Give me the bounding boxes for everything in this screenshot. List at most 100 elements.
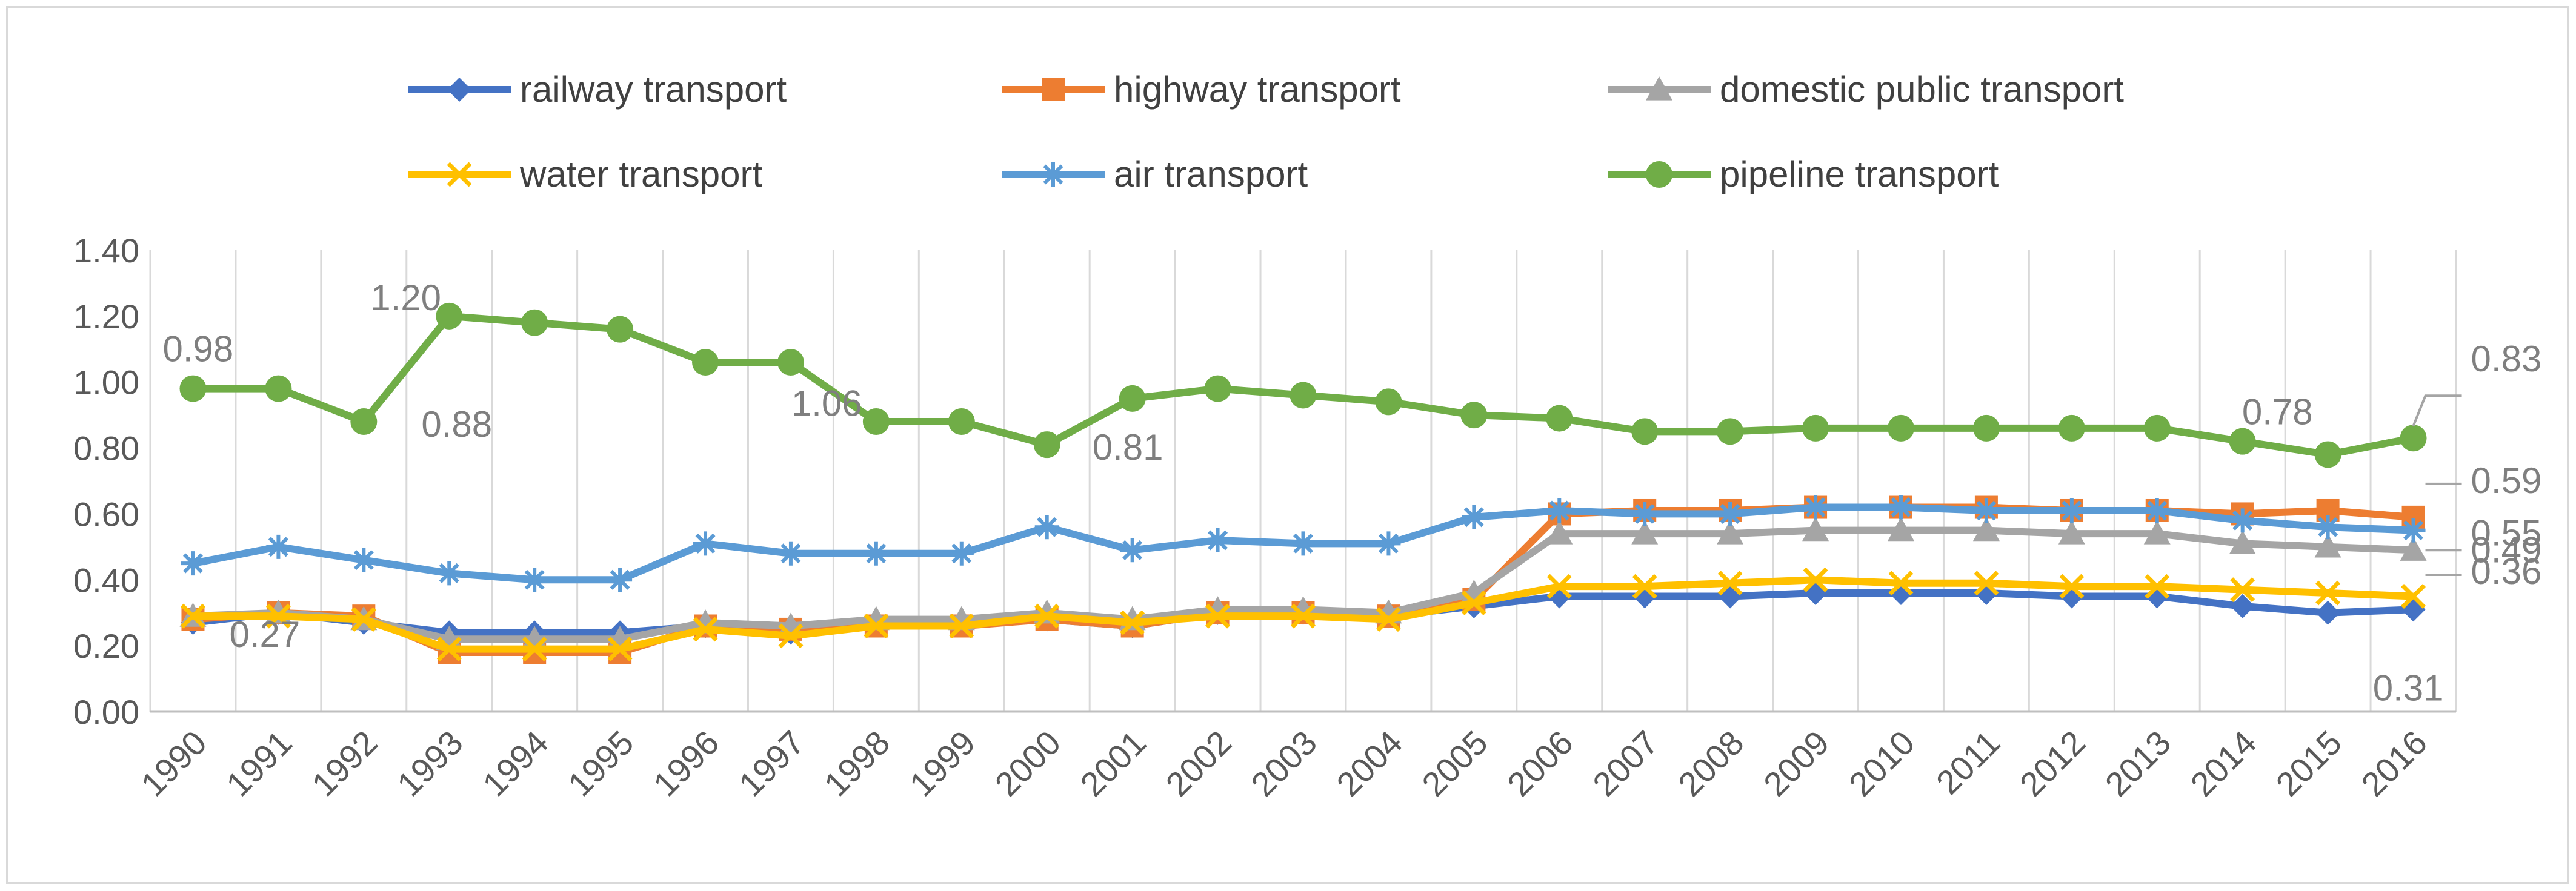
legend-label: air transport	[1114, 154, 1308, 194]
x-tick-label: 2012	[2012, 723, 2093, 804]
data-point-air-transport	[2230, 508, 2255, 533]
data-point-water-transport	[522, 637, 547, 662]
data-point-air-transport	[778, 541, 803, 566]
y-tick-label: 1.00	[73, 363, 139, 402]
legend-item-water-transport: water transport	[408, 154, 762, 194]
data-point-railway-transport	[2230, 594, 2255, 618]
x-tick-label: 1998	[817, 723, 897, 804]
legend-marker	[1646, 161, 1672, 188]
data-point-water-transport	[2230, 577, 2255, 603]
data-point-railway-transport	[1718, 584, 1743, 609]
data-point-domestic-public-transport	[1802, 517, 1829, 542]
data-point-water-transport	[1120, 610, 1145, 635]
data-point-water-transport	[436, 637, 462, 662]
x-tick-label: 1997	[731, 723, 812, 804]
x-tick-label: 2015	[2268, 723, 2349, 804]
data-point-air-transport	[2401, 518, 2426, 543]
data-point-air-transport	[693, 531, 718, 556]
x-tick-label: 2007	[1585, 723, 1666, 804]
x-tick-label: 1992	[304, 723, 385, 804]
legend-item-pipeline-transport: pipeline transport	[1608, 154, 1999, 194]
legend-item-air-transport: air transport	[1002, 154, 1308, 194]
data-point-air-transport	[949, 541, 974, 566]
data-point-pipeline-transport	[2229, 428, 2256, 455]
data-point-pipeline-transport	[1033, 431, 1060, 459]
y-tick-label: 1.40	[73, 231, 139, 270]
data-label: 0.49	[2471, 529, 2542, 570]
data-point-water-transport	[1888, 571, 1914, 596]
data-point-water-transport	[778, 623, 804, 649]
data-point-pipeline-transport	[1204, 375, 1231, 402]
data-point-pipeline-transport	[350, 408, 378, 436]
data-point-pipeline-transport	[2143, 414, 2171, 442]
data-point-pipeline-transport	[692, 349, 719, 376]
data-point-air-transport	[1376, 531, 1401, 556]
data-point-water-transport	[2145, 574, 2170, 599]
data-point-pipeline-transport	[1631, 418, 1659, 445]
y-axis-ticks: 0.00 0.20 0.40 0.60 0.80 1.00 1.20 1.40	[73, 231, 139, 731]
data-point-air-transport	[266, 534, 291, 559]
data-point-air-transport	[1632, 502, 1657, 526]
data-point-air-transport	[181, 551, 205, 576]
chart-legend: railway transport highway transport domest…	[408, 69, 2124, 194]
x-tick-label: 2005	[1414, 723, 1495, 804]
data-label: 0.83	[2471, 339, 2542, 379]
data-point-pipeline-transport	[1546, 405, 1573, 432]
data-point-air-transport	[1462, 505, 1486, 529]
data-point-water-transport	[1461, 590, 1486, 615]
x-tick-label: 1995	[561, 723, 641, 804]
data-point-water-transport	[2059, 574, 2085, 599]
label-leader-line	[2412, 394, 2462, 426]
x-tick-label: 2008	[1671, 723, 1751, 804]
data-point-domestic-public-transport	[1631, 520, 1659, 545]
x-tick-label: 2004	[1329, 723, 1409, 804]
data-point-pipeline-transport	[1460, 402, 1488, 429]
data-label-layer: 0.98 1.20 0.88 1.06 0.81 0.78 0.83 0.59 0.550.49…	[162, 277, 2541, 708]
data-point-water-transport	[351, 607, 376, 632]
data-point-water-transport	[949, 614, 974, 638]
data-point-pipeline-transport	[862, 408, 890, 436]
data-point-water-transport	[1632, 574, 1657, 599]
data-point-water-transport	[607, 637, 633, 662]
series-pipeline-transport	[179, 302, 2427, 468]
x-tick-label: 2006	[1500, 723, 1580, 804]
data-point-water-transport	[1376, 607, 1401, 632]
data-point-air-transport	[864, 541, 888, 566]
y-tick-label: 0.20	[73, 627, 139, 665]
x-tick-label: 1999	[902, 723, 983, 804]
data-point-domestic-public-transport	[2058, 520, 2085, 545]
data-label: 1.20	[370, 277, 441, 318]
data-point-air-transport	[1974, 498, 1999, 523]
data-point-water-transport	[1974, 571, 1999, 596]
data-point-pipeline-transport	[521, 309, 548, 336]
data-point-air-transport	[1888, 495, 1913, 520]
data-label: 0.88	[421, 404, 492, 445]
legend-marker	[1042, 78, 1065, 101]
x-tick-label: 1993	[390, 723, 470, 804]
data-point-pipeline-transport	[1887, 414, 1914, 442]
x-tick-label: 1991	[219, 723, 299, 804]
data-point-pipeline-transport	[607, 316, 634, 343]
line-chart: railway transport highway transport domest…	[73, 69, 2541, 804]
x-tick-label: 1994	[475, 723, 556, 804]
x-tick-label: 2002	[1158, 723, 1239, 804]
x-tick-label: 2001	[1073, 723, 1153, 804]
data-point-water-transport	[2401, 584, 2426, 609]
data-label: 0.31	[2373, 667, 2444, 708]
data-point-air-transport	[1120, 538, 1145, 563]
data-point-domestic-public-transport	[2314, 533, 2341, 558]
y-tick-label: 0.60	[73, 495, 139, 533]
data-point-air-transport	[1718, 502, 1743, 526]
data-point-domestic-public-transport	[2143, 520, 2171, 545]
data-point-water-transport	[1034, 603, 1060, 629]
data-point-pipeline-transport	[2058, 414, 2085, 442]
x-tick-label: 2016	[2354, 723, 2434, 804]
legend-marker	[1646, 76, 1672, 101]
data-point-air-transport	[2059, 498, 2084, 523]
legend-label: railway transport	[520, 69, 787, 110]
data-point-air-transport	[2145, 498, 2169, 523]
y-tick-label: 0.80	[73, 429, 139, 468]
data-label: 0.59	[2471, 460, 2542, 501]
data-label: 0.78	[2242, 391, 2313, 432]
data-point-pipeline-transport	[1119, 385, 1146, 412]
